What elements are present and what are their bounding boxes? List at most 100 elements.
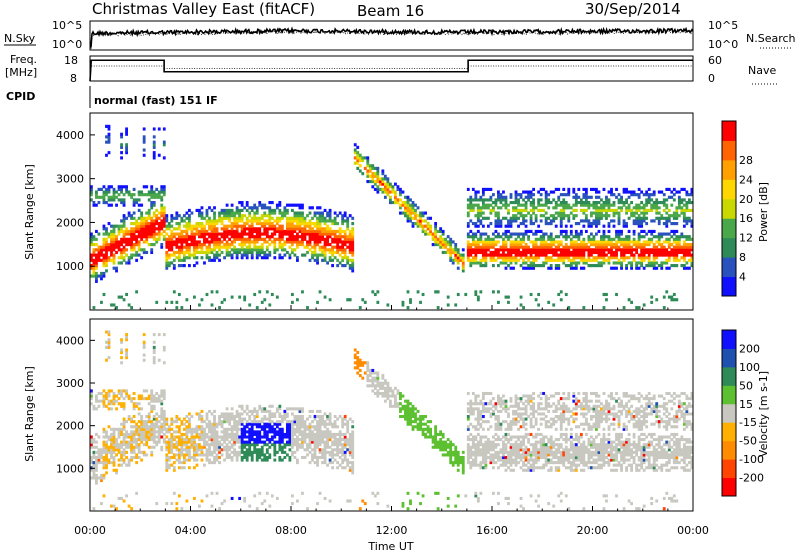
velocity-cell: [311, 420, 314, 424]
power-cell: [557, 243, 561, 247]
power-cell: [670, 243, 674, 247]
power-cell: [213, 258, 216, 262]
velocity-cell: [145, 440, 149, 444]
power-cell: [401, 300, 405, 304]
velocity-cell: [150, 430, 154, 434]
power-cell: [690, 258, 694, 262]
velocity-cell: [270, 412, 274, 416]
velocity-cell: [328, 415, 332, 419]
power-cell: [557, 248, 561, 252]
power-cell: [218, 253, 221, 257]
velocity-cell: [293, 415, 297, 419]
power-cell: [263, 250, 267, 255]
power-cell: [532, 264, 536, 268]
velocity-cell: [238, 440, 242, 444]
velocity-cell: [132, 430, 136, 434]
power-cell: [527, 235, 530, 239]
power-cell: [190, 253, 194, 257]
power-cell: [605, 211, 608, 215]
power-cell: [675, 211, 679, 215]
power-cell: [640, 190, 644, 194]
power-cell: [519, 195, 523, 199]
power-cell: [195, 248, 199, 252]
velocity-cell: [190, 445, 194, 449]
power-cell: [522, 266, 525, 270]
power-cell: [383, 174, 387, 178]
power-cell: [474, 190, 478, 194]
power-cell: [270, 292, 274, 297]
power-cell: [210, 237, 214, 241]
power-cell: [519, 240, 523, 244]
velocity-cell: [265, 455, 269, 460]
power-cell: [557, 195, 561, 199]
power-cell: [110, 195, 113, 199]
power-cell: [270, 216, 274, 220]
velocity-cell: [165, 448, 169, 452]
power-cell: [142, 224, 146, 228]
noise-left-label: N.Sky: [4, 32, 36, 45]
power-cell: [562, 208, 566, 212]
power-cell: [610, 203, 613, 207]
power-cell: [172, 243, 176, 247]
power-cell: [270, 227, 274, 231]
power-cell: [203, 235, 206, 239]
power-cell: [318, 211, 322, 215]
power-cell: [627, 261, 631, 265]
power-cell: [554, 240, 558, 244]
power-cell: [670, 253, 674, 257]
power-cell: [145, 227, 149, 231]
power-cell: [600, 243, 603, 247]
velocity-cell: [313, 415, 317, 419]
velocity-cell: [120, 455, 123, 460]
power-cell: [409, 219, 412, 223]
velocity-cell: [218, 440, 221, 444]
velocity-cell: [285, 430, 289, 434]
power-cell: [539, 237, 543, 241]
velocity-cell: [235, 420, 239, 424]
power-cell: [386, 187, 390, 191]
velocity-cell: [177, 455, 181, 460]
power-cell: [690, 193, 694, 197]
power-cell: [110, 250, 113, 255]
power-cell: [595, 211, 598, 215]
power-cell: [346, 219, 350, 223]
power-cell: [255, 256, 259, 260]
power-cell: [451, 240, 455, 244]
velocity-cell: [145, 427, 149, 431]
power-cell: [579, 256, 583, 260]
velocity-cell: [115, 438, 118, 442]
power-cell: [132, 211, 136, 215]
velocity-cell: [145, 443, 149, 447]
power-cell: [532, 211, 536, 215]
power-cell: [200, 222, 204, 226]
power-cell: [145, 235, 149, 239]
velocity-cell: [210, 432, 214, 436]
velocity-cell: [150, 445, 154, 449]
power-cell: [182, 253, 186, 257]
velocity-cell: [248, 432, 252, 436]
colorbar-tick-label: 4: [739, 271, 746, 284]
power-cell: [627, 248, 631, 252]
power-cell: [301, 211, 304, 215]
power-cell: [112, 193, 116, 197]
power-cell: [577, 237, 581, 241]
power-cell: [497, 193, 500, 197]
power-cell: [240, 219, 244, 223]
power-cell: [275, 216, 279, 220]
power-cell: [358, 164, 362, 168]
power-cell: [419, 214, 422, 218]
power-cell: [230, 229, 234, 234]
power-cell: [137, 235, 141, 239]
velocity-cell: [203, 420, 206, 424]
power-cell: [115, 224, 118, 228]
power-cell: [167, 264, 171, 268]
nave-tick-bottom: 0: [708, 72, 715, 85]
power-cell: [140, 216, 144, 220]
velocity-cell: [162, 394, 166, 398]
power-cell: [160, 245, 164, 249]
power-cell: [682, 253, 686, 257]
power-cell: [394, 182, 397, 186]
power-cell: [685, 245, 689, 249]
power-cell: [574, 245, 578, 249]
velocity-cell: [245, 422, 249, 426]
